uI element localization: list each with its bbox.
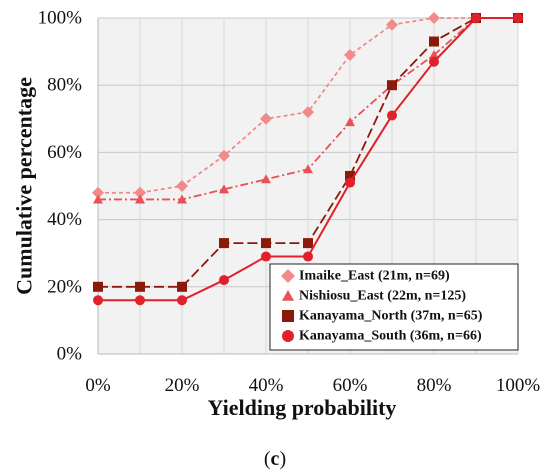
legend-item: Kanayama_North (37m, n=65): [282, 309, 483, 324]
legend-box: [269, 263, 519, 351]
data-point: [135, 194, 145, 204]
x-tick-labels: 0% 20% 40% 60% 80% 100%: [85, 375, 540, 396]
data-point: [134, 186, 146, 199]
series-layer: [92, 12, 524, 306]
y-tick-labels: 0% 20% 40% 60% 80% 100%: [38, 8, 83, 365]
y-tick-label: 0%: [57, 344, 83, 365]
legend-label: Imaike_East (21m, n=69): [299, 269, 450, 284]
y-axis-title: Cumulative percentage: [12, 77, 37, 295]
data-point: [219, 184, 229, 194]
legend: Imaike_East (21m, n=69) Nishiosu_East (22…: [269, 263, 519, 351]
legend-label: Kanayama_South (36m, n=66): [299, 329, 482, 344]
legend-item: Kanayama_South (36m, n=66): [282, 329, 482, 344]
data-point: [219, 238, 229, 249]
data-point: [177, 194, 187, 204]
x-tick-label: 60%: [333, 375, 368, 396]
data-point: [303, 238, 313, 249]
y-tick-label: 60%: [47, 142, 82, 163]
data-point: [345, 177, 355, 188]
x-tick-label: 20%: [165, 375, 200, 396]
data-point: [303, 164, 313, 174]
data-point: [386, 18, 398, 31]
legend-marker: [282, 310, 294, 322]
data-point: [387, 80, 397, 91]
data-point: [345, 170, 355, 181]
legend-marker: [282, 290, 294, 301]
data-point: [261, 251, 271, 262]
data-point: [176, 180, 188, 192]
figure-caption: (c): [264, 448, 286, 470]
legend-item: Nishiosu_East (22m, n=125): [282, 289, 466, 304]
data-point: [429, 49, 439, 59]
data-point: [302, 106, 314, 119]
data-point: [428, 12, 440, 24]
data-point: [177, 281, 187, 292]
data-point: [344, 48, 356, 61]
legend-marker: [282, 330, 294, 342]
x-tick-label: 40%: [249, 375, 284, 396]
data-point: [471, 13, 481, 23]
x-axis-title: Yielding probability: [208, 395, 397, 420]
caption-open: (: [264, 448, 271, 470]
legend-item: Imaike_East (21m, n=69): [281, 269, 450, 284]
y-tick-label: 40%: [47, 209, 82, 230]
data-point: [219, 275, 229, 286]
data-point: [135, 295, 145, 306]
series: [93, 13, 523, 306]
data-point: [260, 112, 272, 125]
data-point: [218, 149, 230, 162]
legend-marker: [281, 269, 295, 283]
x-tick-label: 80%: [417, 375, 452, 396]
x-tick-label: 0%: [85, 375, 111, 396]
caption-close: ): [279, 448, 286, 470]
data-point: [92, 186, 104, 199]
data-point: [93, 281, 103, 292]
data-point: [261, 238, 271, 249]
data-point: [261, 174, 271, 184]
data-point: [303, 251, 313, 262]
data-point: [93, 194, 103, 204]
caption-letter: c: [271, 448, 280, 470]
data-point: [345, 117, 355, 127]
x-tick-label: 100%: [496, 375, 541, 396]
data-point: [429, 36, 439, 47]
data-point: [93, 295, 103, 306]
y-tick-label: 100%: [38, 8, 83, 29]
data-point: [135, 281, 145, 292]
data-point: [387, 110, 397, 121]
data-point: [513, 13, 523, 23]
data-point: [177, 295, 187, 306]
y-tick-label: 20%: [47, 276, 82, 297]
data-point: [429, 56, 439, 67]
legend-label: Kanayama_North (37m, n=65): [299, 309, 483, 324]
y-tick-label: 80%: [47, 75, 82, 96]
legend-label: Nishiosu_East (22m, n=125): [299, 289, 466, 304]
